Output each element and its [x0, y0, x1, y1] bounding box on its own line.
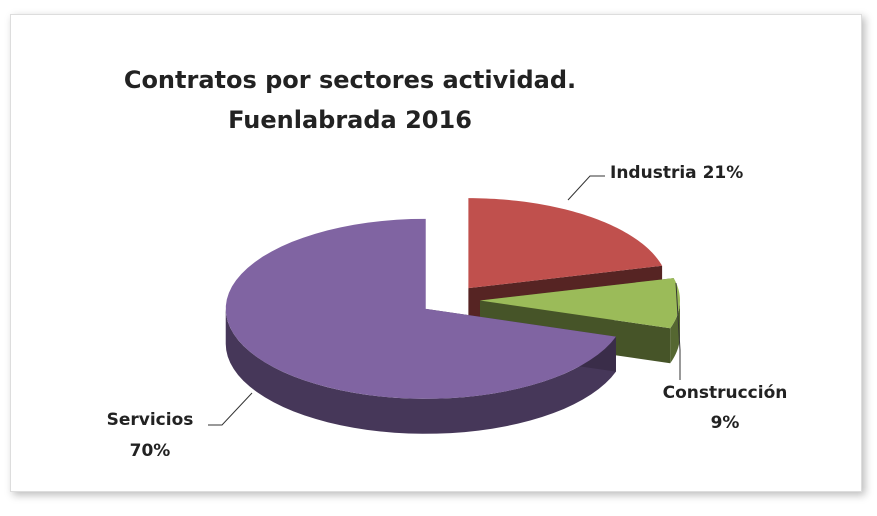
slice-label: Industria 21% — [610, 163, 743, 183]
slice — [468, 198, 663, 289]
chart-title: Contratos por sectores actividad. Fuenla… — [123, 66, 577, 134]
leader-line — [567, 175, 605, 201]
value-label: 21% — [703, 163, 744, 183]
category-label: Construcción — [663, 383, 788, 403]
leader-line — [675, 282, 681, 380]
slice-side — [225, 308, 616, 434]
leader-line — [208, 392, 253, 426]
slice — [225, 218, 616, 399]
slice — [479, 278, 680, 329]
category-label: Servicios — [107, 410, 194, 430]
pie — [225, 198, 680, 434]
value-label: 70% — [130, 441, 171, 461]
category-label: Industria — [610, 163, 697, 183]
value-label: 9% — [711, 413, 740, 433]
